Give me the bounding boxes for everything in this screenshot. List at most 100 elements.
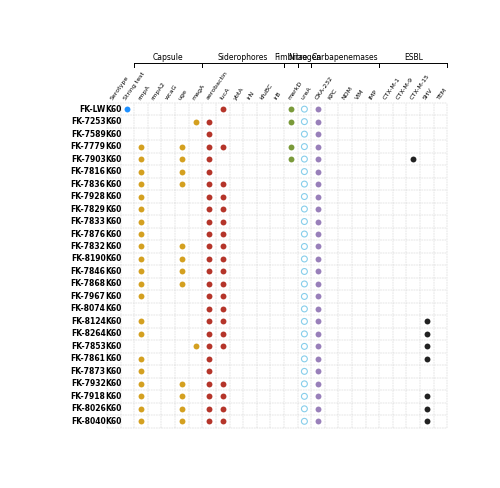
- Point: [314, 392, 322, 400]
- Point: [300, 267, 308, 275]
- Point: [205, 305, 213, 313]
- Text: Fimbriae: Fimbriae: [274, 53, 308, 62]
- Point: [287, 118, 295, 125]
- Text: Capsule: Capsule: [153, 53, 184, 62]
- Point: [205, 255, 213, 263]
- Point: [300, 392, 308, 400]
- Text: FK-7846: FK-7846: [70, 267, 106, 276]
- Point: [218, 255, 226, 263]
- Point: [137, 292, 145, 300]
- Text: K60: K60: [106, 317, 122, 326]
- Point: [423, 330, 431, 338]
- Text: K60: K60: [106, 204, 122, 214]
- Point: [300, 343, 308, 350]
- Point: [178, 243, 186, 250]
- Text: K60: K60: [106, 280, 122, 288]
- Point: [314, 218, 322, 225]
- Point: [314, 380, 322, 388]
- Point: [137, 243, 145, 250]
- Point: [218, 305, 226, 313]
- Text: K60: K60: [106, 367, 122, 376]
- Point: [314, 267, 322, 275]
- Point: [178, 380, 186, 388]
- Point: [205, 280, 213, 288]
- Point: [124, 105, 132, 113]
- Text: FK-8190: FK-8190: [71, 254, 106, 264]
- Text: K60: K60: [106, 117, 122, 126]
- Text: K60: K60: [106, 242, 122, 251]
- Point: [314, 118, 322, 125]
- Text: FK-7903: FK-7903: [71, 155, 106, 163]
- Point: [205, 392, 213, 400]
- Point: [300, 243, 308, 250]
- Point: [137, 155, 145, 163]
- Point: [137, 205, 145, 213]
- Point: [423, 355, 431, 363]
- Text: K60: K60: [106, 104, 122, 114]
- Text: K60: K60: [106, 392, 122, 401]
- Text: K60: K60: [106, 217, 122, 226]
- Point: [192, 118, 200, 125]
- Text: aerobactin: aerobactin: [205, 70, 229, 101]
- Text: SHV: SHV: [423, 88, 434, 101]
- Point: [205, 318, 213, 325]
- Point: [314, 168, 322, 176]
- Text: CTX-M-9: CTX-M-9: [396, 77, 414, 101]
- Point: [218, 267, 226, 275]
- Text: K60: K60: [106, 417, 122, 426]
- Point: [205, 330, 213, 338]
- Text: rmpA2: rmpA2: [150, 81, 166, 101]
- Text: FK-7779: FK-7779: [70, 142, 106, 151]
- Point: [205, 267, 213, 275]
- Text: irB: irB: [273, 91, 282, 101]
- Text: KPC: KPC: [328, 88, 338, 101]
- Point: [137, 330, 145, 338]
- Point: [300, 130, 308, 138]
- Point: [287, 142, 295, 150]
- Point: [205, 193, 213, 201]
- Point: [218, 292, 226, 300]
- Text: K60: K60: [106, 229, 122, 239]
- Point: [178, 392, 186, 400]
- Text: IMP: IMP: [368, 89, 378, 101]
- Text: CTX-M-15: CTX-M-15: [409, 74, 430, 101]
- Point: [300, 142, 308, 150]
- Point: [178, 168, 186, 176]
- Point: [137, 367, 145, 375]
- Point: [300, 155, 308, 163]
- Point: [218, 193, 226, 201]
- Point: [314, 305, 322, 313]
- Point: [314, 292, 322, 300]
- Point: [205, 205, 213, 213]
- Point: [137, 417, 145, 425]
- Point: [300, 255, 308, 263]
- Text: K60: K60: [106, 379, 122, 388]
- Point: [218, 142, 226, 150]
- Text: K60: K60: [106, 342, 122, 351]
- Point: [218, 330, 226, 338]
- Point: [218, 417, 226, 425]
- Point: [314, 205, 322, 213]
- Text: markD: markD: [286, 81, 303, 101]
- Text: FK-7868: FK-7868: [70, 280, 106, 288]
- Point: [300, 367, 308, 375]
- Point: [314, 180, 322, 188]
- Point: [300, 405, 308, 413]
- Text: FK-7589: FK-7589: [71, 130, 106, 139]
- Point: [137, 230, 145, 238]
- Text: FK-7829: FK-7829: [70, 204, 106, 214]
- Point: [137, 380, 145, 388]
- Text: K60: K60: [106, 130, 122, 139]
- Point: [300, 305, 308, 313]
- Point: [314, 155, 322, 163]
- Text: K60: K60: [106, 329, 122, 338]
- Point: [205, 292, 213, 300]
- Point: [300, 118, 308, 125]
- Point: [205, 417, 213, 425]
- Point: [300, 193, 308, 201]
- Text: rmpA: rmpA: [137, 84, 151, 101]
- Point: [205, 130, 213, 138]
- Point: [205, 405, 213, 413]
- Text: FK-7932: FK-7932: [71, 379, 106, 388]
- Point: [178, 267, 186, 275]
